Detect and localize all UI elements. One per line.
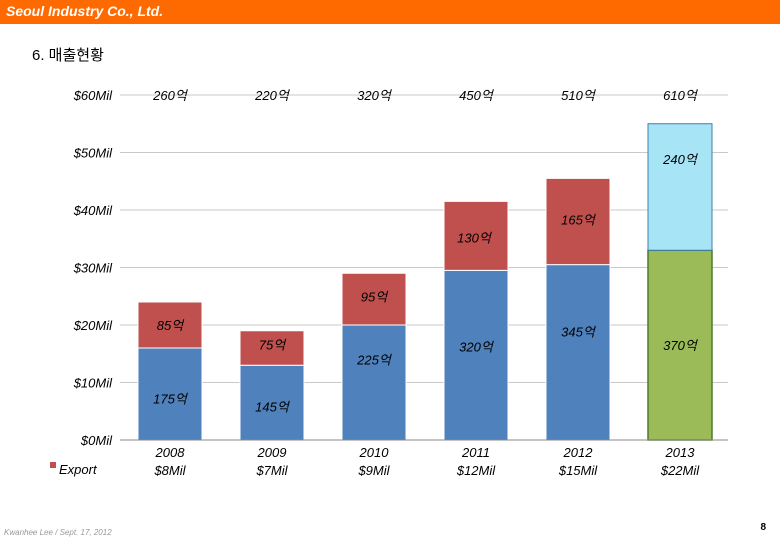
x-category-label: 2013 <box>665 445 696 460</box>
total-label: 320억 <box>357 88 393 103</box>
data-label-export: 95억 <box>361 289 389 304</box>
x-category-label: 2009 <box>257 445 287 460</box>
x-sublabel: $8Mil <box>153 463 186 478</box>
total-label: 510억 <box>561 88 597 103</box>
data-label-domestic: 370억 <box>663 338 699 353</box>
y-tick-label: $30Mil <box>73 261 113 276</box>
total-label: 610억 <box>663 88 699 103</box>
y-tick-label: $60Mil <box>73 88 113 103</box>
legend-swatch-export <box>50 462 56 468</box>
bar-export <box>239 330 305 366</box>
data-label-domestic: 225억 <box>356 353 393 368</box>
y-tick-label: $50Mil <box>73 146 113 161</box>
x-category-label: 2012 <box>563 445 594 460</box>
data-label-export: 130억 <box>457 230 493 245</box>
bar-export <box>341 272 407 326</box>
y-tick-label: $20Mil <box>73 318 113 333</box>
data-label-export: 165억 <box>561 213 597 228</box>
footer-author: Kwanhee Lee / Sept. 17, 2012 <box>4 528 112 537</box>
bar-domestic <box>137 347 203 441</box>
total-label: 220억 <box>254 88 291 103</box>
bar-export <box>545 177 611 266</box>
x-sublabel: $12Mil <box>456 463 496 478</box>
data-label-domestic: 145억 <box>255 399 291 414</box>
x-category-label: 2008 <box>155 445 186 460</box>
bar-domestic <box>443 269 509 441</box>
legend-label-export: Export <box>59 462 98 477</box>
x-category-label: 2011 <box>461 445 490 460</box>
x-sublabel: $22Mil <box>660 463 700 478</box>
x-sublabel: $9Mil <box>357 463 390 478</box>
header-bar: Seoul Industry Co., Ltd. <box>0 0 780 24</box>
page-number: 8 <box>760 522 766 533</box>
x-sublabel: $7Mil <box>255 463 288 478</box>
data-label-export: 85억 <box>157 318 185 333</box>
data-label-domestic: 345억 <box>561 324 597 339</box>
x-sublabel: $15Mil <box>558 463 598 478</box>
bar-domestic <box>239 364 305 441</box>
data-label-domestic: 320억 <box>459 340 495 355</box>
data-label-export: 240억 <box>662 152 699 167</box>
y-tick-label: $10Mil <box>73 376 113 391</box>
slide-title: 6. 매출현황 <box>32 47 104 64</box>
data-label-domestic: 175억 <box>153 392 189 407</box>
total-label: 450억 <box>459 88 495 103</box>
y-tick-label: $0Mil <box>80 433 113 448</box>
total-label: 260억 <box>152 88 189 103</box>
bar-domestic <box>341 324 407 441</box>
data-label-export: 75억 <box>259 337 287 352</box>
bar-export <box>137 301 203 349</box>
bar-export <box>647 123 713 251</box>
x-category-label: 2010 <box>359 445 390 460</box>
bar-domestic <box>545 264 611 441</box>
company-name: Seoul Industry Co., Ltd. <box>6 3 164 19</box>
y-tick-label: $40Mil <box>73 203 113 218</box>
bar-export <box>443 200 509 271</box>
